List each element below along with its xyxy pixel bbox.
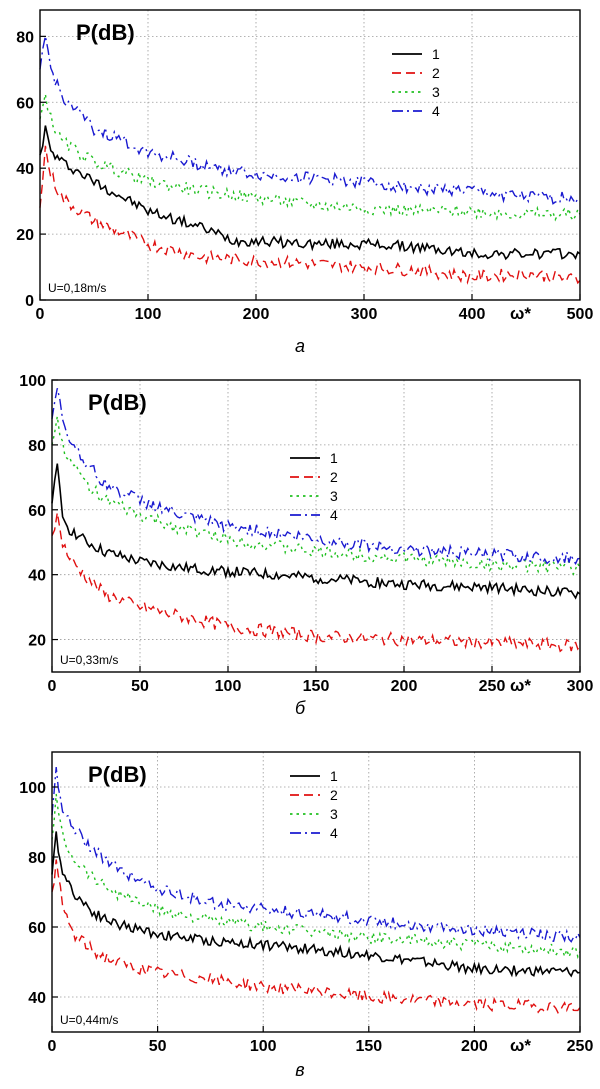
chart-title: P(dB) [76,20,135,45]
chart-title: P(dB) [88,390,147,415]
x-tick-label: 100 [215,678,242,695]
x-tick-label: 0 [36,306,45,323]
series-line-2 [39,145,581,285]
x-tick-label: 100 [135,306,162,323]
panel-caption: a [295,336,305,356]
panel-caption: в [295,1060,304,1080]
x-tick-label: 300 [567,678,594,695]
panel-caption: б [295,698,306,718]
x-tick-label: 50 [131,678,149,695]
y-tick-label: 100 [19,373,46,390]
x-tick-label: 200 [391,678,418,695]
series-line-3 [51,416,581,576]
plot-frame [39,9,581,301]
legend-label-2: 2 [330,787,338,803]
x-tick-label: 300 [351,306,378,323]
y-tick-label: 60 [28,503,46,520]
series-line-3 [51,793,581,960]
y-tick-label: 40 [16,161,34,178]
legend: 1 2 3 4 [290,450,338,523]
y-tick-label: 80 [28,850,46,867]
plot-frame [51,751,581,1033]
x-tick-label: 200 [243,306,270,323]
legend-label-3: 3 [432,84,440,100]
chart-panel-1: 0 100 200 300 400 500 0 20 40 60 80 P(dB) ω* U=0,18m/… [16,9,594,356]
x-tick-label: 100 [250,1038,277,1055]
y-tick-label: 80 [28,438,46,455]
series-line-2 [51,512,581,653]
x-tick-label: 150 [355,1038,382,1055]
legend-label-1: 1 [330,768,338,784]
x-axis-label: ω* [510,304,531,323]
legend-label-3: 3 [330,488,338,504]
legend-label-4: 4 [330,507,338,523]
velocity-annotation: U=0,18m/s [48,281,106,295]
legend-label-4: 4 [432,103,440,119]
legend: 1 2 3 4 [290,768,338,841]
x-tick-label: 250 [567,1038,594,1055]
y-tick-label: 100 [19,780,46,797]
y-tick-label: 20 [28,633,46,650]
legend-label-2: 2 [330,469,338,485]
x-axis-label: ω* [510,1036,531,1055]
x-tick-label: 150 [303,678,330,695]
x-tick-label: 0 [48,678,57,695]
velocity-annotation: U=0,44m/s [60,1013,118,1027]
legend-label-1: 1 [330,450,338,466]
x-tick-label: 200 [461,1038,488,1055]
y-tick-label: 0 [25,293,34,310]
x-tick-label: 250 [479,678,506,695]
x-tick-label: 0 [48,1038,57,1055]
y-tick-label: 40 [28,568,46,585]
legend-label-3: 3 [330,806,338,822]
series-line-4 [51,388,581,565]
y-tick-label: 60 [28,920,46,937]
legend-label-1: 1 [432,46,440,62]
y-tick-label: 60 [16,95,34,112]
x-tick-label: 400 [459,306,486,323]
series-line-4 [39,35,581,205]
series-line-3 [39,94,581,222]
legend-label-4: 4 [330,825,338,841]
series-line-4 [51,767,581,943]
series-line-2 [51,859,581,1014]
series-line-1 [39,125,581,261]
velocity-annotation: U=0,33m/s [60,653,118,667]
chart-panel-3: 0 50 100 150 200 250 40 60 80 100 P(dB) ω* U=0,44m/s… [19,751,594,1080]
y-tick-label: 40 [28,990,46,1007]
x-tick-label: 50 [149,1038,167,1055]
series-line-1 [51,463,581,600]
y-tick-label: 80 [16,29,34,46]
series-line-1 [51,831,581,978]
y-tick-label: 20 [16,227,34,244]
chart-panel-2: 0 50 100 150 200 250 300 20 40 60 80 100 P(dB) ω* U=0,… [19,373,593,718]
x-axis-label: ω* [510,676,531,695]
legend: 1 2 3 4 [392,46,440,119]
legend-label-2: 2 [432,65,440,81]
x-tick-label: 500 [567,306,594,323]
chart-title: P(dB) [88,762,147,787]
